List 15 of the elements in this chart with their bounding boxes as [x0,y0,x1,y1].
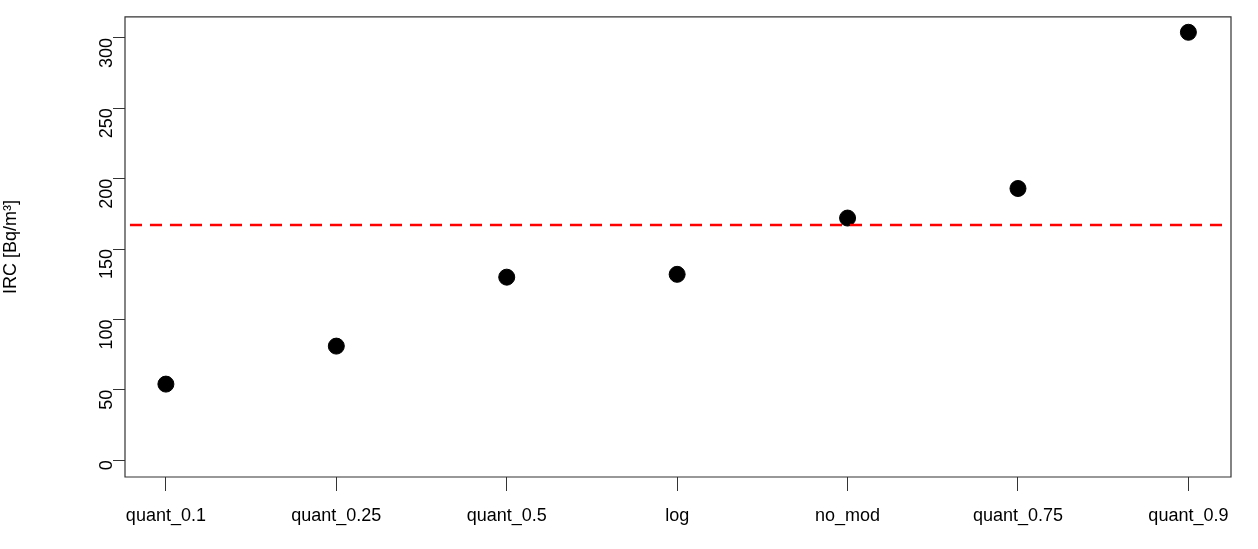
x-tick-label: quant_0.75 [972,504,1064,526]
y-axis-title: IRC [Bq/m³] [0,199,20,294]
y-tick-label: 150 [95,249,116,280]
x-tick-label: quant_0.25 [291,504,382,526]
y-tick-label: 300 [95,37,116,68]
x-tick-label: no_mod [815,504,881,526]
x-tick-label: quant_0.1 [125,504,206,526]
y-tick-label: 50 [95,389,116,410]
x-tick-label: quant_0.5 [466,504,547,526]
x-tick-label: quant_0.9 [1148,504,1229,526]
y-tick-label: 200 [95,178,116,209]
y-tick-label: 250 [95,108,116,139]
y-tick-label: 100 [95,319,116,350]
x-tick-label: log [665,504,690,525]
y-tick-label: 0 [95,460,116,471]
